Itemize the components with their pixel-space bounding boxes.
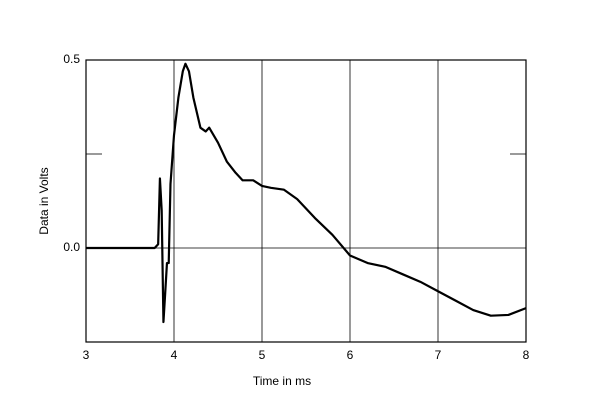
x-axis-label: Time in ms [253,374,311,388]
x-tick-label: 6 [347,348,354,362]
data-line [86,62,527,324]
x-tick-label: 7 [435,348,442,362]
y-tick-label: 0.0 [63,240,80,254]
y-tick-label: 0.5 [63,52,80,66]
x-tick-label: 5 [259,348,266,362]
x-tick-label: 4 [171,348,178,362]
x-tick-label: 8 [523,348,530,362]
x-tick-label: 3 [83,348,90,362]
plot-frame [85,59,527,343]
y-axis-label: Data in Volts [37,167,51,234]
